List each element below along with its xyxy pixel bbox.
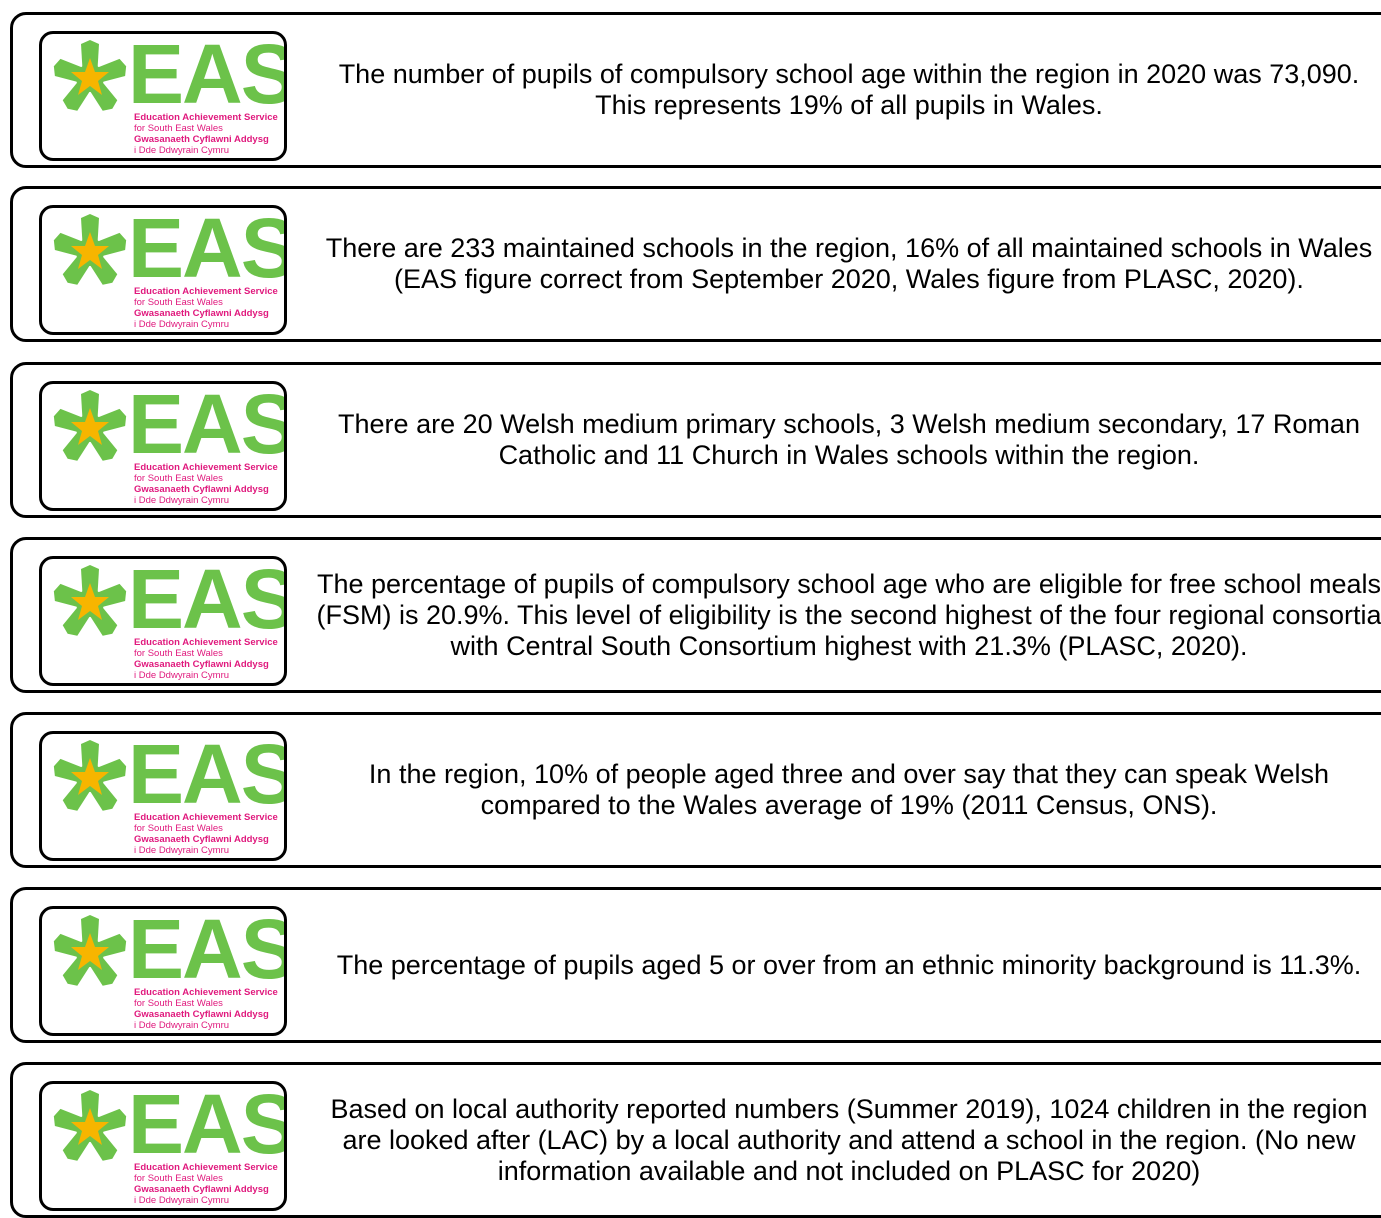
logo-text: i Dde Ddwyrain Cymru <box>134 495 230 506</box>
logo-star <box>53 915 127 986</box>
logo-text: Gwasanaeth Cyflawni Addysg <box>134 308 269 319</box>
logo-mark: EAS <box>128 31 287 121</box>
logo-text: Gwasanaeth Cyflawni Addysg <box>134 484 269 495</box>
logo-mark: EAS <box>128 205 287 295</box>
logo: EAS Education Achievement Service for Sout… <box>39 731 287 861</box>
logo-text: for South East Wales <box>134 998 223 1009</box>
logo-text: i Dde Ddwyrain Cymru <box>134 845 230 856</box>
logo-text: Gwasanaeth Cyflawni Addysg <box>134 134 269 145</box>
logo-text: i Dde Ddwyrain Cymru <box>134 319 230 330</box>
logo-star <box>53 740 127 811</box>
fact-card: EAS Education Achievement Service for Sout… <box>10 1062 1381 1218</box>
logo-text: Education Achievement Service <box>134 462 278 473</box>
logo-text: Gwasanaeth Cyflawni Addysg <box>134 1009 269 1020</box>
logo-mark: EAS <box>128 906 287 996</box>
logo-text: i Dde Ddwyrain Cymru <box>134 670 230 681</box>
logo-mark: EAS <box>128 731 287 821</box>
logo-text: i Dde Ddwyrain Cymru <box>134 1020 230 1031</box>
logo-text: for South East Wales <box>134 1173 223 1184</box>
logo-text: Education Achievement Service <box>134 987 278 998</box>
logo: EAS Education Achievement Service for Sout… <box>39 906 287 1036</box>
fact-text: The percentage of pupils of compulsory s… <box>316 568 1381 661</box>
fact-text: In the region, 10% of people aged three … <box>368 759 1330 820</box>
logo-star <box>53 40 127 111</box>
logo-text: Education Achievement Service <box>134 637 278 648</box>
fact-card: EAS Education Achievement Service for Sout… <box>10 12 1381 168</box>
fact-text: The percentage of pupils aged 5 or over … <box>336 949 1362 980</box>
logo-text: Education Achievement Service <box>134 112 278 123</box>
fact-text: There are 233 maintained schools in the … <box>325 233 1373 294</box>
logo-text: for South East Wales <box>134 648 223 659</box>
fact-text: There are 20 Welsh medium primary school… <box>338 409 1360 470</box>
logo-text: Gwasanaeth Cyflawni Addysg <box>134 659 269 670</box>
logo: EAS Education Achievement Service for Sout… <box>39 31 287 161</box>
logo: EAS Education Achievement Service for Sout… <box>39 205 287 335</box>
fact-card: EAS Education Achievement Service for Sout… <box>10 887 1381 1043</box>
logo-star <box>53 1090 127 1161</box>
fact-text: The number of pupils of compulsory schoo… <box>338 59 1360 120</box>
logo-text: Gwasanaeth Cyflawni Addysg <box>134 1184 269 1195</box>
fact-card: EAS Education Achievement Service for Sout… <box>10 362 1381 518</box>
logo-text: for South East Wales <box>134 823 223 834</box>
logo-mark: EAS <box>128 381 287 471</box>
logo-star <box>53 390 127 461</box>
logo-star <box>53 565 127 636</box>
fact-card: EAS Education Achievement Service for Sout… <box>10 186 1381 342</box>
fact-card: EAS Education Achievement Service for Sout… <box>10 537 1381 693</box>
logo: EAS Education Achievement Service for Sout… <box>39 556 287 686</box>
logo-text: Education Achievement Service <box>134 286 278 297</box>
logo-mark: EAS <box>128 1081 287 1171</box>
logo: EAS Education Achievement Service for Sout… <box>39 381 287 511</box>
fact-card: EAS Education Achievement Service for Sout… <box>10 712 1381 868</box>
logo-text: Education Achievement Service <box>134 1162 278 1173</box>
logo-text: for South East Wales <box>134 297 223 308</box>
logo-text: i Dde Ddwyrain Cymru <box>134 145 230 156</box>
logo-text: i Dde Ddwyrain Cymru <box>134 1195 230 1206</box>
logo-mark: EAS <box>128 556 287 646</box>
fact-text: Based on local authority reported number… <box>330 1093 1368 1186</box>
logo: EAS Education Achievement Service for Sout… <box>39 1081 287 1211</box>
logo-star <box>53 214 127 285</box>
logo-text: for South East Wales <box>134 123 223 134</box>
logo-text: for South East Wales <box>134 473 223 484</box>
logo-text: Education Achievement Service <box>134 812 278 823</box>
logo-text: Gwasanaeth Cyflawni Addysg <box>134 834 269 845</box>
